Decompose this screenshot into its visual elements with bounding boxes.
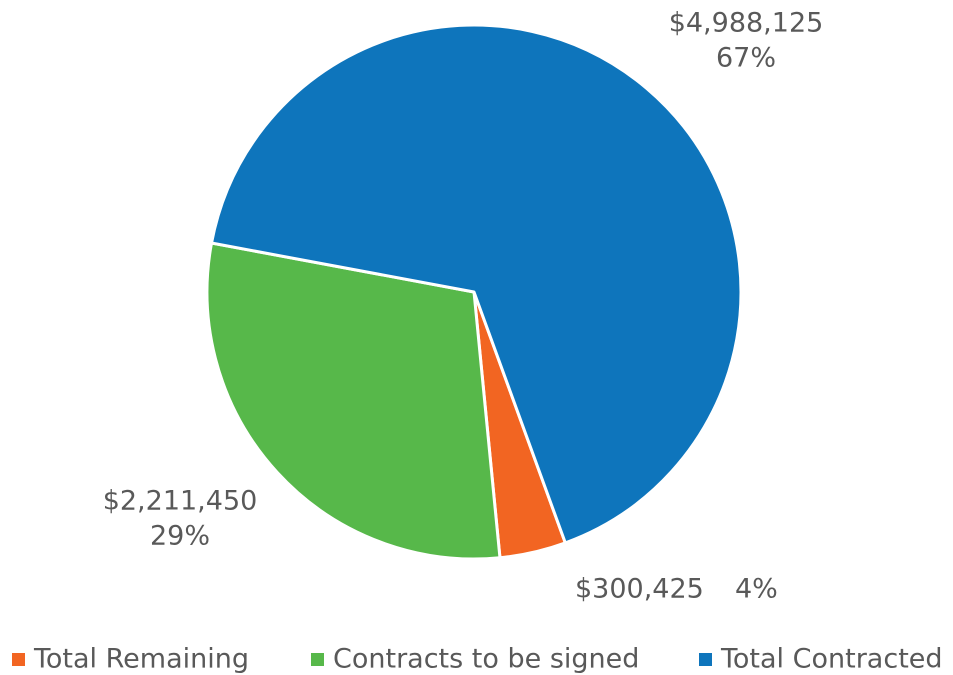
percent-label: 4%: [735, 574, 778, 605]
value-label: $4,988,125: [669, 8, 824, 39]
legend-label: Total Remaining: [33, 644, 249, 675]
percent-label: 29%: [150, 521, 210, 552]
legend-label: Contracts to be signed: [333, 644, 639, 675]
pie-slice: [205, 241, 502, 561]
legend-swatch: [12, 653, 25, 666]
percent-label: 67%: [716, 43, 776, 74]
value-label: $300,425: [575, 574, 704, 605]
legend-swatch: [311, 653, 324, 666]
legend-label: Total Contracted: [720, 644, 943, 675]
pie-slice: [210, 23, 743, 545]
legend-swatch: [699, 653, 712, 666]
value-label: $2,211,450: [103, 486, 258, 517]
